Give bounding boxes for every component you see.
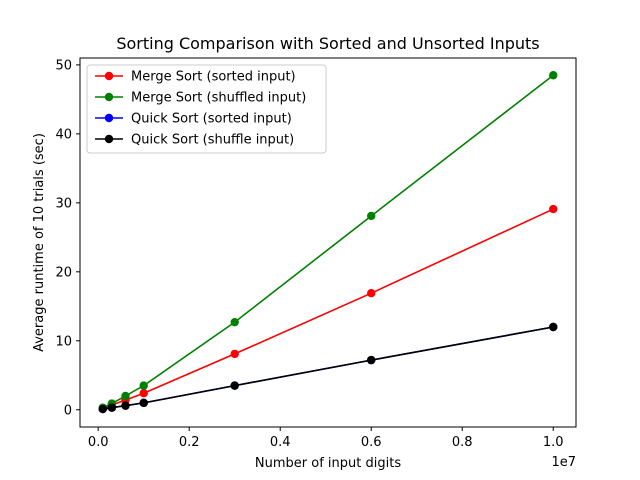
legend-item: Merge Sort (sorted input) (95, 70, 296, 85)
data-point (230, 349, 239, 359)
data-point (139, 389, 148, 398)
y-tick-label: 20 (55, 265, 72, 280)
x-tick-label: 1.0 (543, 435, 564, 450)
data-point (139, 381, 148, 390)
y-axis-label: Average runtime of 10 trials (sec) (32, 133, 47, 352)
legend-item: Merge Sort (shuffled input) (95, 91, 306, 106)
plot-marks (98, 71, 558, 414)
legend-label: Merge Sort (sorted input) (131, 70, 296, 85)
y-tick-label: 50 (55, 58, 72, 73)
data-point (121, 401, 130, 410)
y-tick-label: 10 (55, 334, 72, 349)
plot-frame (79, 57, 577, 428)
data-point (230, 317, 239, 327)
data-point (367, 355, 376, 365)
x-axis-label: Number of input digits (255, 456, 401, 471)
data-point (549, 71, 558, 80)
x-tick-label: 0.6 (361, 435, 382, 450)
legend-box (86, 64, 327, 154)
legend-marker (104, 134, 114, 144)
legend-marker (104, 92, 114, 102)
data-point (549, 204, 558, 214)
legend-item: Quick Sort (sorted input) (95, 112, 292, 127)
y-tick-label: 0 (64, 403, 72, 418)
chart-title: Sorting Comparison with Sorted and Unsor… (116, 34, 539, 53)
x-axis-offset-label: 1e7 (551, 455, 576, 470)
data-point (367, 288, 376, 298)
data-point (230, 381, 239, 390)
x-tick-label: 0.8 (452, 435, 473, 450)
y-tick-label: 30 (55, 196, 72, 211)
data-point (367, 211, 376, 221)
x-tick-label: 0.4 (270, 435, 291, 450)
series-4 (98, 322, 558, 414)
legend-label: Quick Sort (shuffle input) (131, 133, 294, 148)
legend: Merge Sort (sorted input) Merge Sort (shu… (86, 64, 327, 154)
x-tick-label: 0.2 (179, 435, 200, 450)
legend-marker (104, 113, 114, 123)
y-tick-label: 40 (55, 127, 72, 142)
data-point (121, 391, 130, 401)
legend-label: Merge Sort (shuffled input) (131, 91, 306, 106)
data-point (139, 398, 148, 408)
x-tick-label: 0.0 (88, 435, 109, 450)
data-point (98, 404, 107, 414)
data-point (549, 322, 558, 332)
legend-item: Quick Sort (shuffle input) (95, 133, 294, 148)
data-point (107, 403, 117, 412)
legend-marker (104, 71, 114, 81)
axis-ticks: 0.0 0.2 0.4 0.6 0.8 1.0 0 10 20 30 40 50 (55, 58, 563, 450)
legend-label: Quick Sort (sorted input) (131, 112, 292, 127)
